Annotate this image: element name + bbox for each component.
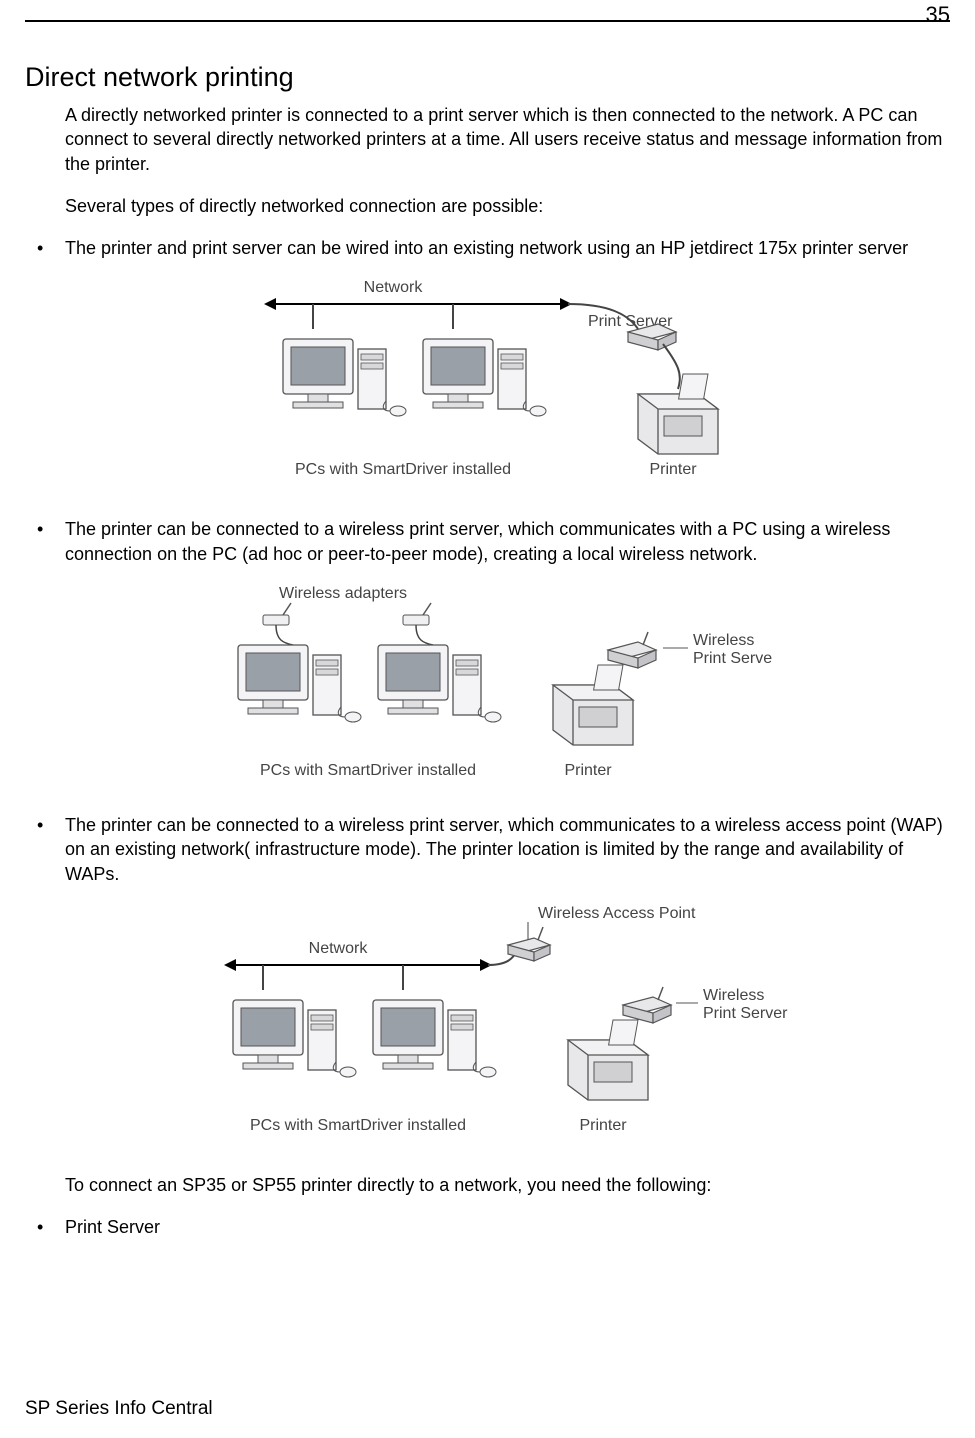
wireless-print-server-icon <box>608 632 656 668</box>
printer-icon <box>553 665 633 745</box>
section-heading: Direct network printing <box>25 62 950 93</box>
pc-icon <box>233 965 356 1077</box>
printer-icon <box>568 1020 648 1100</box>
label-wireless-ps-1: Wireless <box>703 987 764 1004</box>
after-diagrams-paragraph: To connect an SP35 or SP55 printer direc… <box>65 1173 950 1197</box>
label-wireless-adapters: Wireless adapters <box>278 585 406 602</box>
bullet-2: The printer can be connected to a wirele… <box>25 517 950 566</box>
label-pcs: PCs with SmartDriver installed <box>259 762 475 779</box>
pc-icon <box>283 304 406 416</box>
label-network: Network <box>308 940 368 957</box>
pc-icon <box>423 304 546 416</box>
label-pcs: PCs with SmartDriver installed <box>249 1117 465 1134</box>
pc-icon <box>238 645 361 722</box>
label-wireless-ps-2: Print Server <box>693 650 773 667</box>
wireless-adapter-icon <box>263 603 293 645</box>
diagram-wired-network: Network Print Server <box>25 274 950 499</box>
label-pcs: PCs with SmartDriver installed <box>294 461 510 478</box>
pc-icon <box>378 645 501 722</box>
bullet-3: The printer can be connected to a wirele… <box>25 813 950 886</box>
label-wireless-ps-1: Wireless <box>693 632 754 649</box>
label-printer: Printer <box>579 1117 627 1134</box>
intro-paragraph-2: Several types of directly networked conn… <box>65 194 950 218</box>
footer-text: SP Series Info Central <box>25 1398 213 1420</box>
wireless-adapter-icon <box>403 603 433 645</box>
wap-icon <box>508 927 550 961</box>
intro-paragraph-1: A directly networked printer is connecte… <box>65 103 950 176</box>
page-number: 35 <box>926 2 950 28</box>
label-network: Network <box>363 279 423 296</box>
wireless-print-server-icon <box>623 987 671 1023</box>
label-printer: Printer <box>564 762 612 779</box>
label-wap: Wireless Access Point <box>538 905 696 922</box>
pc-icon <box>373 965 496 1077</box>
bullet-4: Print Server <box>25 1215 950 1239</box>
diagram-adhoc-wireless: Wireless adapters <box>25 580 950 795</box>
label-printer: Printer <box>649 461 697 478</box>
diagram-infrastructure-wap: Wireless Access Point Network <box>25 900 950 1155</box>
bullet-1: The printer and print server can be wire… <box>25 236 950 260</box>
top-rule <box>25 20 950 22</box>
label-wireless-ps-2: Print Server <box>703 1005 788 1022</box>
